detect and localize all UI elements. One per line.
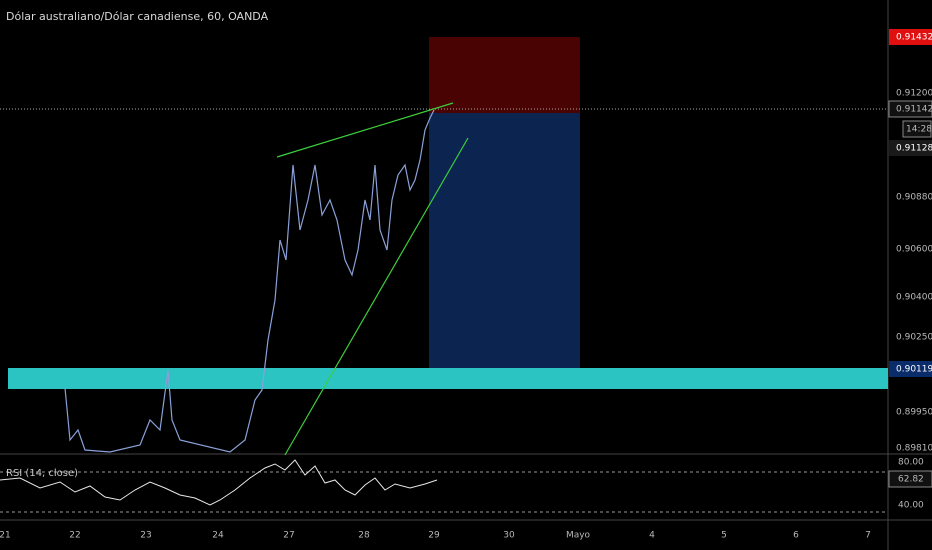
price-label: 0.89950 (896, 408, 932, 418)
countdown-tag (902, 120, 932, 138)
chart-title: Dólar australiano/Dólar canadiense, 60, … (6, 10, 269, 23)
price-label: 0.91200 (896, 89, 932, 99)
entry-tag (889, 140, 932, 156)
date-label: 5 (721, 531, 727, 541)
zone-price: 0.90119 (896, 365, 932, 375)
target-zone (429, 113, 580, 369)
rsi-current: 62.82 (898, 475, 924, 485)
entry-price: 0.91128 (896, 144, 932, 154)
date-label: 4 (649, 531, 655, 541)
time-axis: 21 22 23 24 27 28 29 30 Mayo 4 5 6 7 (0, 531, 871, 541)
date-label: 21 (0, 531, 11, 541)
rsi-title: RSI (14, close) (6, 468, 78, 479)
date-label: 24 (212, 531, 224, 541)
stop-tag (889, 29, 932, 45)
price-label: 0.90250 (896, 333, 932, 343)
date-label: 28 (358, 531, 370, 541)
date-label: 22 (69, 531, 80, 541)
rsi-label: 40.00 (898, 501, 924, 511)
last-price: 0.91142 (896, 105, 932, 115)
rsi-tag (888, 470, 932, 488)
trend-line (276, 102, 454, 158)
price-label: 0.90400 (896, 293, 932, 303)
price-path (64, 109, 435, 453)
date-label: Mayo (566, 531, 591, 541)
date-label: 7 (865, 531, 871, 541)
price-label: 0.90880 (896, 193, 932, 203)
date-label: 30 (503, 531, 515, 541)
countdown: 14:28 (906, 125, 932, 135)
stop-price: 0.91432 (896, 33, 932, 43)
price-label: 0.89810 (896, 444, 932, 454)
trend-line (284, 137, 469, 456)
date-label: 23 (140, 531, 151, 541)
date-label: 27 (283, 531, 294, 541)
last-tag (888, 100, 932, 118)
price-label: 0.90600 (896, 245, 932, 255)
zone-tag (889, 361, 932, 377)
date-label: 6 (793, 531, 799, 541)
stop-zone (429, 37, 580, 113)
support-zone (8, 368, 888, 389)
rsi-line (0, 459, 438, 506)
rsi-label: 80.00 (898, 458, 924, 468)
date-label: 29 (428, 531, 440, 541)
